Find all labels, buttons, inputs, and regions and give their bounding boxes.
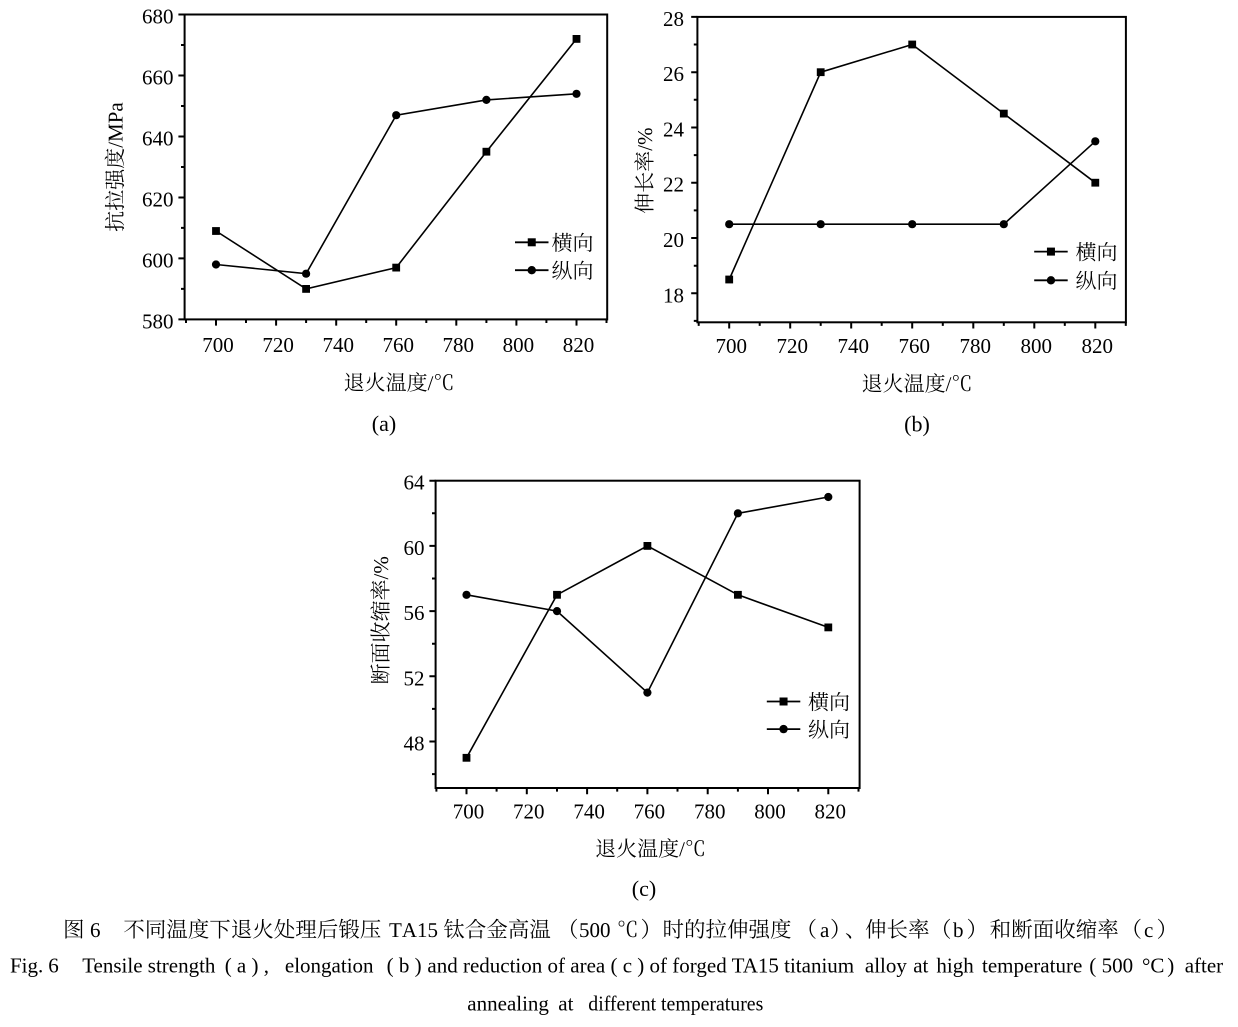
svg-text:800: 800 <box>1021 334 1053 358</box>
svg-text:6: 6 <box>48 954 59 978</box>
svg-text:56: 56 <box>404 601 425 625</box>
svg-text:( b ): ( b ) <box>387 954 422 978</box>
svg-text:°C: °C <box>1142 954 1164 978</box>
svg-text:800: 800 <box>754 799 786 823</box>
svg-text:820: 820 <box>563 333 595 357</box>
svg-text:22: 22 <box>663 173 684 197</box>
svg-text:48: 48 <box>404 732 425 756</box>
svg-text:820: 820 <box>1082 334 1114 358</box>
svg-text:600: 600 <box>142 248 174 272</box>
svg-text:at: at <box>558 992 573 1016</box>
svg-text:760: 760 <box>898 334 930 358</box>
svg-text:640: 640 <box>142 127 174 151</box>
svg-text:720: 720 <box>513 799 545 823</box>
svg-text:28: 28 <box>663 7 684 31</box>
svg-text:820: 820 <box>815 799 847 823</box>
svg-text:24: 24 <box>663 118 685 142</box>
svg-text:(a): (a) <box>372 411 396 436</box>
svg-text:(b): (b) <box>904 412 930 437</box>
svg-text:20: 20 <box>663 228 684 252</box>
svg-text:annealing: annealing <box>467 992 549 1016</box>
svg-text:after: after <box>1185 954 1223 978</box>
svg-text:660: 660 <box>142 66 174 90</box>
svg-text:760: 760 <box>382 333 414 357</box>
svg-text:700: 700 <box>453 799 485 823</box>
svg-text:(: ( <box>1089 954 1096 978</box>
svg-text:680: 680 <box>142 5 174 29</box>
svg-text:740: 740 <box>322 333 354 357</box>
svg-text:52: 52 <box>404 666 425 690</box>
svg-text:): ) <box>1167 954 1174 978</box>
svg-text:780: 780 <box>694 799 726 823</box>
svg-text:and reduction of area ( c ) of: and reduction of area ( c ) of forged TA… <box>427 954 854 978</box>
svg-text:740: 740 <box>573 799 605 823</box>
svg-text:Tensile strength: Tensile strength <box>82 954 216 978</box>
svg-text:( a ) ,: ( a ) , <box>225 954 269 978</box>
svg-text:500: 500 <box>1102 954 1134 978</box>
svg-text:64: 64 <box>404 471 426 495</box>
svg-text:at: at <box>913 954 928 978</box>
svg-text:700: 700 <box>202 333 234 357</box>
svg-text:60: 60 <box>404 536 425 560</box>
svg-text:740: 740 <box>837 334 869 358</box>
svg-text:760: 760 <box>634 799 666 823</box>
svg-text:elongation: elongation <box>285 954 374 978</box>
svg-text:Fig.: Fig. <box>10 954 43 978</box>
svg-text:alloy: alloy <box>865 954 907 978</box>
svg-text:temperature: temperature <box>982 954 1082 978</box>
svg-text:(c): (c) <box>632 876 656 901</box>
svg-text:26: 26 <box>663 62 684 86</box>
svg-text:720: 720 <box>262 333 294 357</box>
svg-text:800: 800 <box>503 333 535 357</box>
svg-text:780: 780 <box>960 334 992 358</box>
svg-text:780: 780 <box>443 333 475 357</box>
svg-text:high: high <box>936 954 974 978</box>
svg-text:700: 700 <box>715 334 747 358</box>
svg-text:different temperatures: different temperatures <box>588 992 763 1016</box>
svg-text:18: 18 <box>663 283 684 307</box>
svg-text:580: 580 <box>142 309 174 333</box>
svg-text:720: 720 <box>776 334 808 358</box>
svg-text:620: 620 <box>142 188 174 212</box>
